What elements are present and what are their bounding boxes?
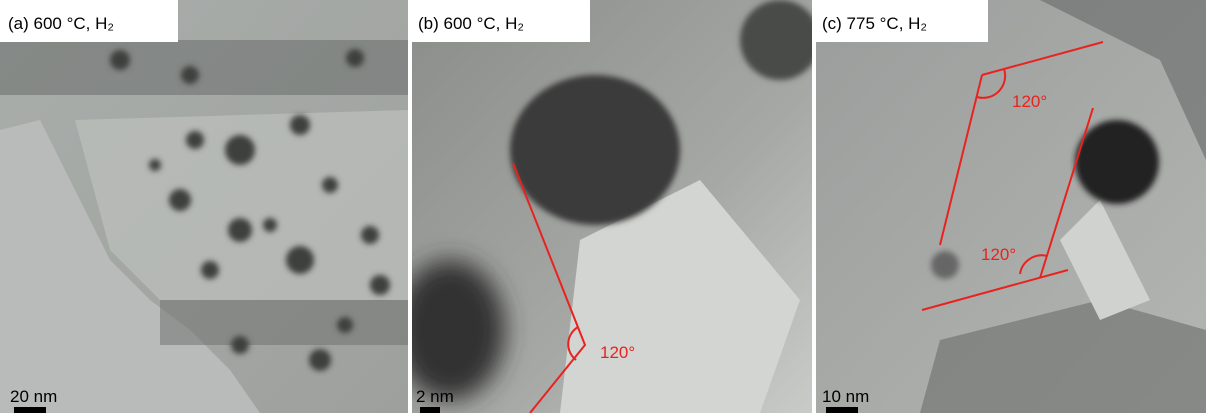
angle-label: 120° (1012, 92, 1047, 111)
panel-label: (a) 600 °C, H₂ (8, 14, 114, 33)
angle-label: 120° (600, 343, 635, 362)
scale-label: 10 nm (822, 387, 869, 406)
scale-label: 2 nm (416, 387, 454, 406)
panel-label: (c) 775 °C, H₂ (822, 14, 927, 33)
panel-c-image (816, 0, 1206, 413)
scale-bar (420, 407, 440, 413)
scale-bar (826, 407, 858, 413)
scale-bar (14, 407, 46, 413)
panel-label: (b) 600 °C, H₂ (418, 14, 524, 33)
scale-label: 20 nm (10, 387, 57, 406)
figure: (a) 600 °C, H₂ (b) 600 °C, H₂ (c) 775 °C… (0, 0, 1206, 413)
angle-label: 120° (981, 245, 1016, 264)
panel-a-image (0, 0, 408, 413)
